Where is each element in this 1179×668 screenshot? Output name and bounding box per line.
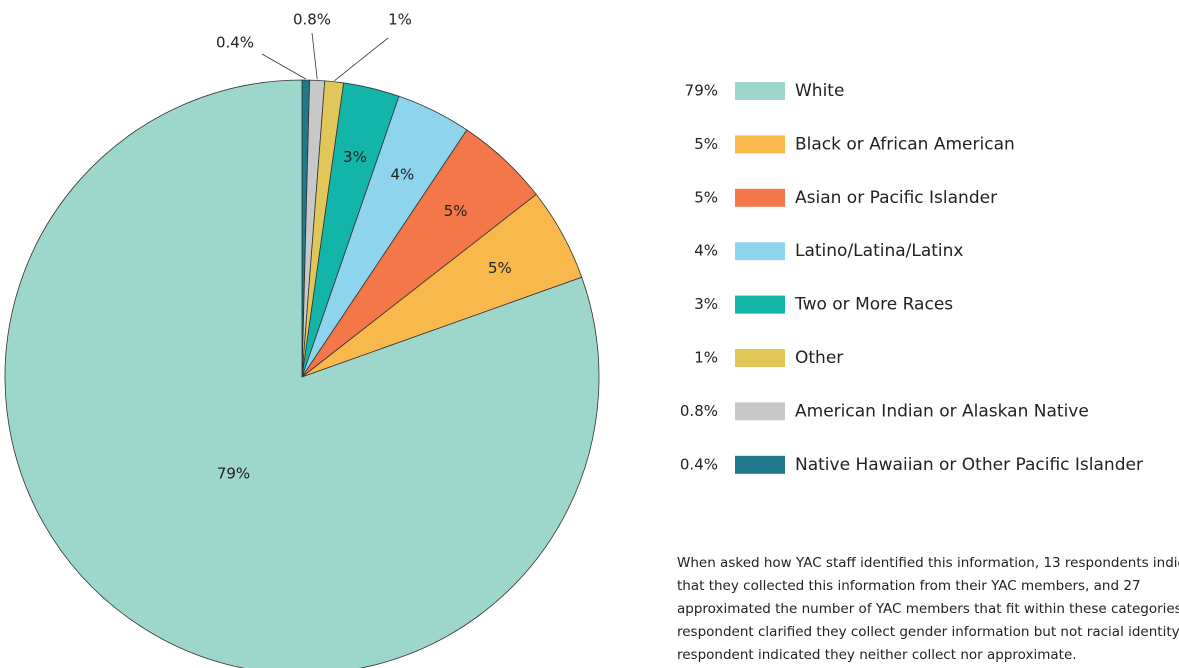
legend-swatch bbox=[735, 242, 785, 261]
legend-value: 3% bbox=[694, 295, 718, 313]
pie-slice bbox=[4, 79, 600, 668]
note: When asked how YAC staff identified this… bbox=[677, 555, 1179, 663]
legend-label: Two or More Races bbox=[794, 295, 953, 315]
legend-label: Other bbox=[795, 348, 843, 368]
data-label: 5% bbox=[444, 202, 468, 220]
data-label: 1% bbox=[388, 11, 412, 29]
legend-value: 0.8% bbox=[680, 402, 718, 420]
data-label: 3% bbox=[343, 148, 367, 166]
legend-swatch bbox=[735, 82, 785, 100]
legend-label: White bbox=[795, 81, 844, 101]
leader-line bbox=[311, 32, 318, 80]
legend-swatch bbox=[735, 188, 785, 207]
legend-value: 79% bbox=[685, 82, 718, 100]
legend-swatch bbox=[735, 455, 785, 474]
legend-swatch bbox=[735, 135, 785, 154]
data-label: 5% bbox=[488, 259, 512, 277]
legend-value: 5% bbox=[694, 188, 718, 206]
data-label: 79% bbox=[217, 465, 250, 483]
leader-line bbox=[261, 53, 307, 80]
legend-value: 0.4% bbox=[680, 455, 718, 473]
legend-label: American Indian or Alaskan Native bbox=[795, 401, 1089, 421]
legend-value: 5% bbox=[694, 135, 718, 153]
legend-swatch bbox=[735, 402, 785, 421]
legend-label: Native Hawaiian or Other Pacific Islande… bbox=[795, 455, 1143, 475]
data-label: 0.8% bbox=[293, 11, 331, 29]
legend-value: 1% bbox=[694, 349, 718, 367]
data-label: 0.4% bbox=[216, 34, 254, 52]
legend-swatch bbox=[735, 349, 785, 367]
legend-label: Black or African American bbox=[795, 134, 1015, 154]
leader-line bbox=[334, 37, 389, 82]
data-label: 4% bbox=[390, 165, 414, 183]
legend-label: Asian or Pacific Islander bbox=[795, 188, 997, 208]
legend-value: 4% bbox=[694, 242, 718, 260]
legend-swatch bbox=[735, 295, 785, 314]
legend-label: Latino/Latina/Latinx bbox=[795, 241, 964, 261]
